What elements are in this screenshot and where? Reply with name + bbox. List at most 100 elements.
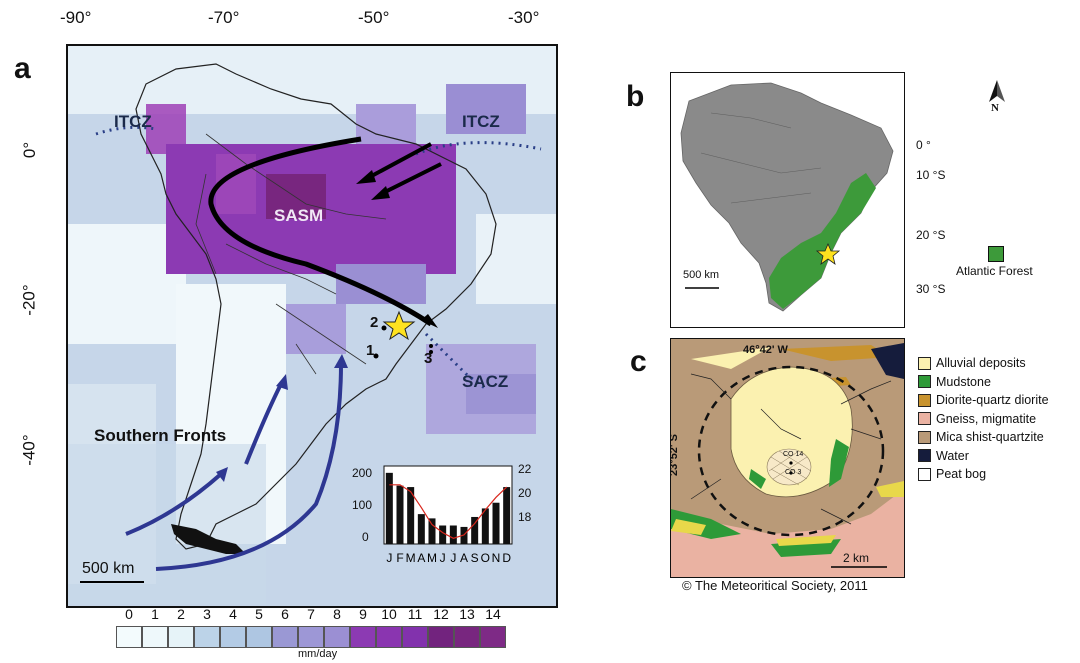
scale-bar-label: 500 km [82, 560, 135, 577]
colorbar-tick: 11 [407, 606, 423, 622]
lat-tick-label: -20° [19, 284, 39, 316]
colorbar-cell [480, 626, 506, 648]
lat-tick-label: 30 °S [916, 282, 946, 296]
copyright: © The Meteoritical Society, 2011 [682, 578, 868, 593]
lat-tick-label: 10 °S [916, 168, 946, 182]
geology-map-frame: 46°42' W 23°52' S CO 14 CO 3 2 km [670, 338, 905, 578]
precip-bar [492, 502, 500, 544]
colorbar-cell [168, 626, 194, 648]
legend-label: Mica shist-quartzite [936, 430, 1044, 445]
legend-item: Mudstone [918, 373, 1049, 392]
precip-bar [481, 508, 489, 544]
legend-item: Water [918, 447, 1049, 466]
y-tick-label: 200 [352, 466, 373, 480]
colorbar-cell [246, 626, 272, 648]
precip-bar [385, 472, 393, 544]
colorbar [116, 626, 506, 648]
precipitation-map [66, 44, 556, 606]
panel-b-letter: b [626, 80, 645, 113]
month-tick-label: J [386, 551, 392, 565]
colorbar-cell [454, 626, 480, 648]
site-label-3: 3 [424, 350, 433, 367]
month-tick-label: N [492, 551, 501, 565]
month-tick-label: D [502, 551, 511, 565]
core-label: CO 3 [785, 469, 802, 476]
site-label-2: 2 [370, 314, 379, 331]
legend-item: Peat bog [918, 465, 1049, 484]
colorbar-cell [350, 626, 376, 648]
chart-plot-area [383, 465, 513, 545]
colorbar-cell [142, 626, 168, 648]
colorbar-tick: 5 [255, 606, 263, 622]
colorbar-tick: 8 [333, 606, 341, 622]
lat-tick-label: 0 ° [916, 138, 931, 152]
legend-label: Alluvial deposits [936, 356, 1026, 371]
lat-tick-label: 20 °S [916, 228, 946, 242]
month-tick-label: M [406, 551, 416, 565]
colorbar-cell [428, 626, 454, 648]
brazil-map-frame: 500 km [670, 72, 905, 328]
legend-swatch [918, 393, 931, 407]
colorbar-tick: 10 [381, 606, 397, 622]
legend-label: Water [936, 448, 969, 463]
itcz-label: ITCZ [114, 112, 152, 131]
lon-tick-label: -70° [208, 8, 240, 27]
month-tick-label: O [481, 551, 490, 565]
legend-swatch [918, 412, 931, 426]
colorbar-tick: 1 [151, 606, 159, 622]
brazil-scale-label: 500 km [683, 269, 720, 281]
legend-item: Alluvial deposits [918, 354, 1049, 373]
precip-bar [503, 487, 511, 544]
precip-bar [428, 518, 436, 544]
legend-item: Mica shist-quartzite [918, 428, 1049, 447]
month-tick-label: J [440, 551, 446, 565]
sasm-label: SASM [274, 206, 324, 225]
colorbar-cell [116, 626, 142, 648]
colorbar-cell [376, 626, 402, 648]
colorbar-cell [402, 626, 428, 648]
legend-swatch [918, 375, 931, 389]
legend-item: Gneiss, migmatite [918, 410, 1049, 429]
colorbar-tick: 9 [359, 606, 367, 622]
legend-swatch [918, 449, 931, 463]
itcz-label: ITCZ [462, 112, 500, 131]
month-tick-label: J [450, 551, 456, 565]
core-label: CO 14 [783, 451, 804, 458]
y-tick-label: 100 [352, 498, 373, 512]
panel-a-letter: a [14, 52, 31, 85]
lon-tick-label: -30° [508, 8, 540, 27]
colorbar-tick: 3 [203, 606, 211, 622]
southern-fronts-label: Southern Fronts [94, 426, 227, 445]
atlantic-forest-swatch [988, 246, 1004, 262]
geology-lat-label: 23°52' S [670, 434, 680, 476]
colorbar-tick: 14 [485, 606, 501, 622]
legend-label: Diorite-quartz diorite [936, 393, 1049, 408]
month-tick-label: S [471, 551, 479, 565]
brazil-map [680, 82, 894, 312]
legend-label: Gneiss, migmatite [936, 411, 1037, 426]
y2-tick-label: 18 [518, 510, 532, 524]
legend-swatch [918, 467, 931, 481]
colorbar-tick: 6 [281, 606, 289, 622]
panel-c-letter: c [630, 345, 647, 378]
colorbar-tick: 7 [307, 606, 315, 622]
map-frame [66, 44, 558, 608]
precip-bar [471, 516, 479, 544]
colorbar-cell [324, 626, 350, 648]
y-tick-label: 0 [362, 530, 369, 544]
atlantic-forest-label: Atlantic Forest [956, 264, 1033, 278]
colorbar-tick: 4 [229, 606, 237, 622]
precip-bar [439, 525, 447, 544]
colorbar-tick: 0 [125, 606, 133, 622]
geology-scale-label: 2 km [843, 551, 870, 565]
legend-swatch [918, 430, 931, 444]
geology-legend: Alluvial deposits Mudstone Diorite-quart… [918, 354, 1049, 484]
legend-swatch [918, 356, 931, 370]
colorbar-cell [272, 626, 298, 648]
colorbar-cell [194, 626, 220, 648]
temperature-line [389, 484, 508, 539]
y2-tick-label: 20 [518, 486, 532, 500]
legend-label: Peat bog [936, 467, 987, 482]
site-label-1: 1 [366, 342, 375, 359]
